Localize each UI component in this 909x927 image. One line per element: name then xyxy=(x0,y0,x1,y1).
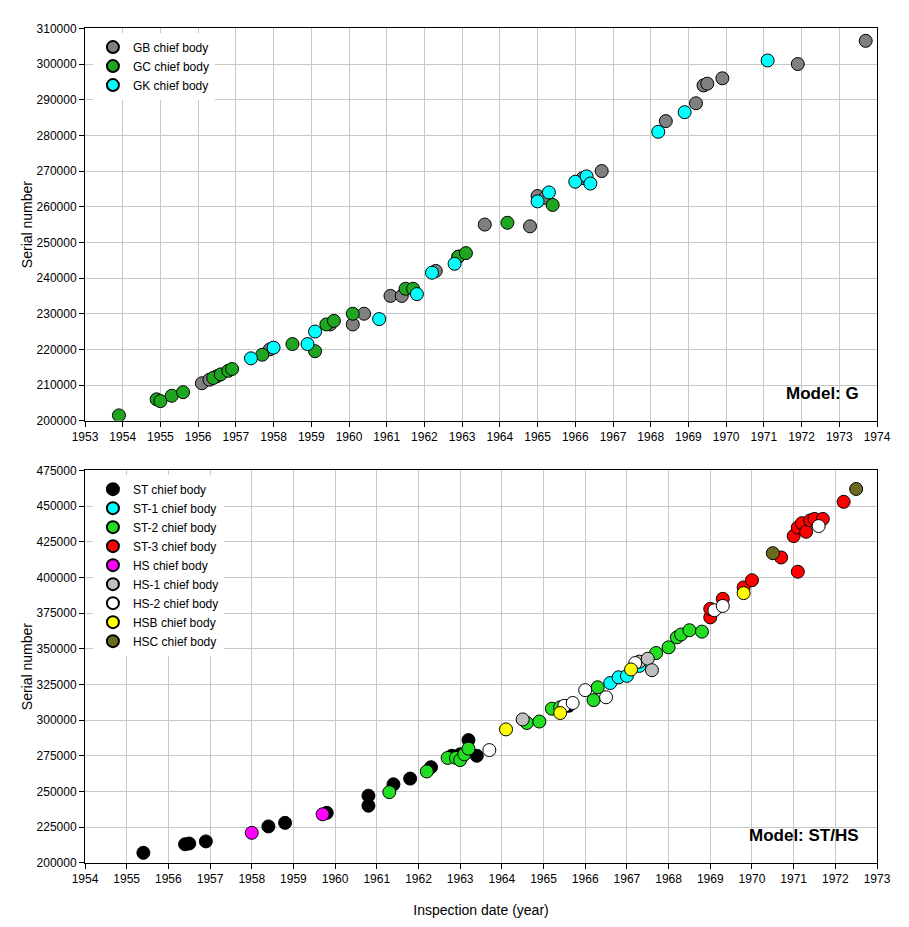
svg-text:1968: 1968 xyxy=(655,872,682,886)
svg-text:200000: 200000 xyxy=(37,856,77,870)
svg-text:Serial number: Serial number xyxy=(19,181,35,268)
svg-text:1960: 1960 xyxy=(322,872,349,886)
svg-text:1957: 1957 xyxy=(197,872,224,886)
svg-text:220000: 220000 xyxy=(37,343,77,357)
svg-text:450000: 450000 xyxy=(37,499,77,513)
svg-text:HS-1 chief body: HS-1 chief body xyxy=(133,578,218,592)
svg-text:325000: 325000 xyxy=(37,678,77,692)
svg-text:310000: 310000 xyxy=(37,22,77,36)
svg-text:1962: 1962 xyxy=(405,872,432,886)
svg-text:350000: 350000 xyxy=(37,642,77,656)
svg-text:1960: 1960 xyxy=(336,430,363,444)
svg-text:GC chief body: GC chief body xyxy=(133,60,209,74)
svg-text:250000: 250000 xyxy=(37,236,77,250)
svg-text:210000: 210000 xyxy=(37,378,77,392)
svg-text:1973: 1973 xyxy=(864,872,891,886)
svg-text:1965: 1965 xyxy=(530,872,557,886)
svg-text:230000: 230000 xyxy=(37,307,77,321)
svg-text:1963: 1963 xyxy=(449,430,476,444)
svg-text:1972: 1972 xyxy=(788,430,815,444)
svg-text:1971: 1971 xyxy=(780,872,807,886)
svg-text:240000: 240000 xyxy=(37,271,77,285)
svg-text:1958: 1958 xyxy=(238,872,265,886)
svg-text:1967: 1967 xyxy=(614,872,641,886)
svg-text:1966: 1966 xyxy=(562,430,589,444)
svg-text:1970: 1970 xyxy=(713,430,740,444)
svg-text:ST chief body: ST chief body xyxy=(133,483,206,497)
svg-text:1953: 1953 xyxy=(72,430,99,444)
svg-text:1957: 1957 xyxy=(223,430,250,444)
svg-text:HSC chief body: HSC chief body xyxy=(133,635,216,649)
svg-text:1956: 1956 xyxy=(185,430,212,444)
svg-text:ST-1 chief body: ST-1 chief body xyxy=(133,502,216,516)
svg-text:1964: 1964 xyxy=(488,872,515,886)
svg-text:290000: 290000 xyxy=(37,93,77,107)
svg-text:Model: ST/HS: Model: ST/HS xyxy=(749,826,859,845)
svg-text:1961: 1961 xyxy=(363,872,390,886)
svg-text:1958: 1958 xyxy=(260,430,287,444)
svg-text:400000: 400000 xyxy=(37,571,77,585)
svg-text:375000: 375000 xyxy=(37,606,77,620)
svg-text:1966: 1966 xyxy=(572,872,599,886)
svg-text:1961: 1961 xyxy=(373,430,400,444)
svg-text:1959: 1959 xyxy=(298,430,325,444)
svg-text:1969: 1969 xyxy=(697,872,724,886)
svg-text:270000: 270000 xyxy=(37,164,77,178)
svg-text:475000: 475000 xyxy=(37,464,77,478)
svg-text:GK chief body: GK chief body xyxy=(133,79,208,93)
svg-text:1971: 1971 xyxy=(751,430,778,444)
svg-text:425000: 425000 xyxy=(37,535,77,549)
svg-text:GB chief body: GB chief body xyxy=(133,41,208,55)
svg-text:1964: 1964 xyxy=(487,430,514,444)
svg-text:280000: 280000 xyxy=(37,129,77,143)
svg-text:1963: 1963 xyxy=(447,872,474,886)
svg-text:1955: 1955 xyxy=(113,872,140,886)
svg-text:250000: 250000 xyxy=(37,785,77,799)
svg-text:1969: 1969 xyxy=(675,430,702,444)
svg-text:1956: 1956 xyxy=(155,872,182,886)
svg-text:1970: 1970 xyxy=(739,872,766,886)
svg-text:1954: 1954 xyxy=(109,430,136,444)
svg-text:ST-3 chief body: ST-3 chief body xyxy=(133,540,216,554)
svg-text:Inspection date (year): Inspection date (year) xyxy=(413,902,548,918)
svg-text:260000: 260000 xyxy=(37,200,77,214)
svg-text:300000: 300000 xyxy=(37,713,77,727)
svg-text:1973: 1973 xyxy=(826,430,853,444)
svg-text:1959: 1959 xyxy=(280,872,307,886)
svg-text:HS chief body: HS chief body xyxy=(133,559,208,573)
svg-text:Serial number: Serial number xyxy=(19,623,35,710)
svg-text:ST-2 chief body: ST-2 chief body xyxy=(133,521,216,535)
svg-text:300000: 300000 xyxy=(37,57,77,71)
svg-text:1962: 1962 xyxy=(411,430,438,444)
svg-text:1967: 1967 xyxy=(600,430,627,444)
svg-text:200000: 200000 xyxy=(37,414,77,428)
svg-text:Model: G: Model: G xyxy=(786,384,859,403)
svg-text:1974: 1974 xyxy=(864,430,891,444)
svg-text:1968: 1968 xyxy=(637,430,664,444)
svg-text:1954: 1954 xyxy=(72,872,99,886)
svg-text:275000: 275000 xyxy=(37,749,77,763)
svg-text:1972: 1972 xyxy=(822,872,849,886)
svg-text:1955: 1955 xyxy=(147,430,174,444)
svg-text:HSB chief body: HSB chief body xyxy=(133,616,216,630)
svg-text:225000: 225000 xyxy=(37,820,77,834)
svg-text:HS-2 chief body: HS-2 chief body xyxy=(133,597,218,611)
svg-text:1965: 1965 xyxy=(524,430,551,444)
